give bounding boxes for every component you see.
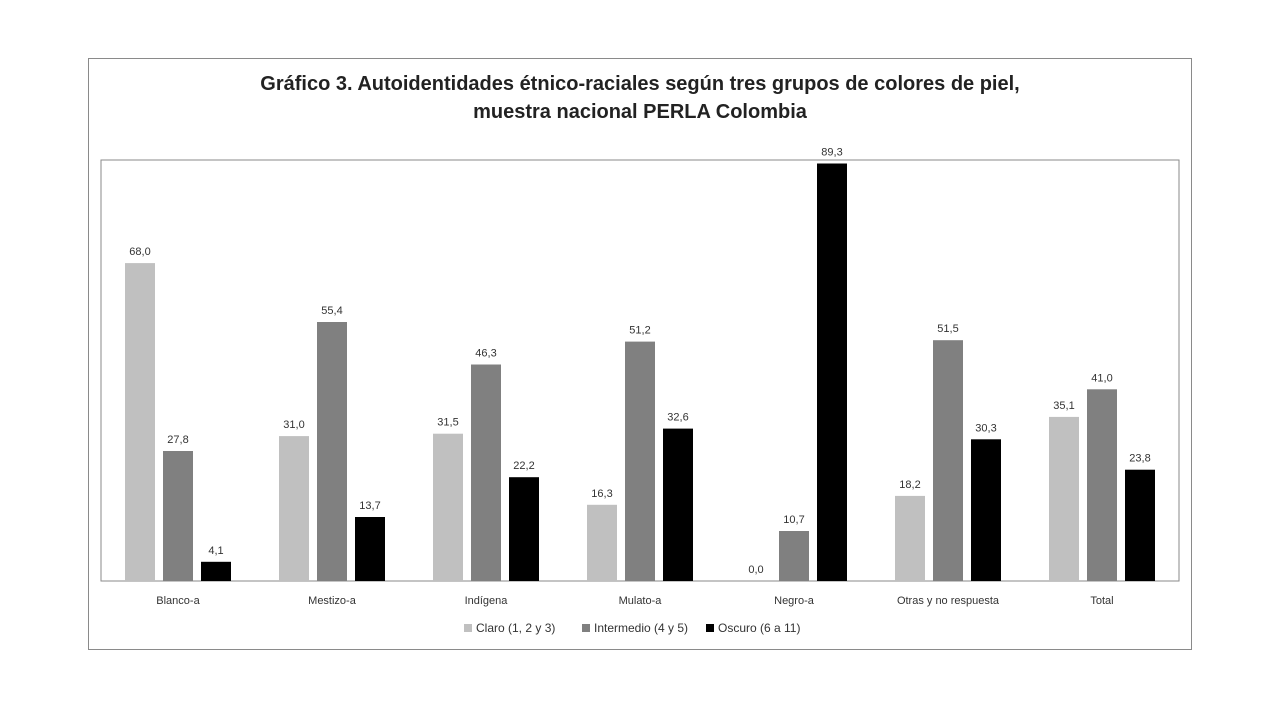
data-label: 68,0 — [129, 246, 150, 258]
x-tick-label: Total — [1090, 595, 1113, 607]
chart-title-line1: Gráfico 3. Autoidentidades étnico-racial… — [260, 73, 1020, 95]
bars-group — [125, 163, 1155, 581]
chart-title: Gráfico 3. Autoidentidades étnico-racial… — [88, 70, 1192, 126]
bar-ind-gena-1 — [433, 433, 463, 581]
bar-otras-y-no-respuesta-2 — [933, 340, 963, 581]
data-label: 13,7 — [359, 500, 380, 512]
bar-mestizo-a-3 — [355, 517, 385, 581]
bar-blanco-a-2 — [163, 451, 193, 581]
x-tick-label: Indígena — [465, 595, 509, 607]
data-label: 41,0 — [1091, 372, 1112, 384]
bar-negro-a-3 — [817, 163, 847, 581]
x-tick-label: Blanco-a — [156, 595, 200, 607]
legend-swatch — [464, 624, 472, 632]
x-tick-label: Negro-a — [774, 595, 815, 607]
legend-label: Oscuro (6 a 11) — [718, 621, 800, 635]
bar-mestizo-a-1 — [279, 436, 309, 581]
legend-label: Claro (1, 2 y 3) — [476, 621, 555, 635]
data-label: 18,2 — [899, 479, 920, 491]
legend: Claro (1, 2 y 3) Intermedio (4 y 5) Oscuro… — [464, 621, 800, 635]
data-label: 16,3 — [591, 488, 612, 500]
data-label: 51,2 — [629, 325, 650, 337]
legend-label: Intermedio (4 y 5) — [594, 621, 688, 635]
bar-mulato-a-3 — [663, 428, 693, 581]
data-label: 55,4 — [321, 305, 342, 317]
bar-total-3 — [1125, 469, 1155, 581]
bar-mulato-a-1 — [587, 504, 617, 581]
x-tick-label: Mestizo-a — [308, 595, 357, 607]
data-labels-group: 68,0 27,8 4,1 31,0 55,4 13,7 31,5 46,3 22,2 16,3 5… — [129, 147, 1150, 577]
chart-title-line2: muestra nacional PERLA Colombia — [473, 101, 807, 123]
data-label: 0,0 — [748, 564, 763, 576]
data-label: 10,7 — [783, 514, 804, 526]
data-label: 46,3 — [475, 348, 496, 360]
data-label: 31,0 — [283, 419, 304, 431]
legend-swatch — [582, 624, 590, 632]
data-label: 32,6 — [667, 412, 688, 424]
x-tick-label: Otras y no respuesta — [897, 595, 1000, 607]
bar-blanco-a-3 — [201, 561, 231, 581]
data-label: 30,3 — [975, 422, 996, 434]
data-label: 35,1 — [1053, 400, 1074, 412]
bar-ind-gena-3 — [509, 477, 539, 581]
bar-ind-gena-2 — [471, 364, 501, 581]
data-label: 27,8 — [167, 434, 188, 446]
bar-negro-a-2 — [779, 531, 809, 581]
data-label: 89,3 — [821, 147, 842, 159]
x-tick-labels: Blanco-a Mestizo-a Indígena Mulato-a Negro-a… — [156, 595, 1113, 607]
bar-total-1 — [1049, 416, 1079, 581]
bar-total-2 — [1087, 389, 1117, 581]
data-label: 31,5 — [437, 417, 458, 429]
data-label: 23,8 — [1129, 453, 1150, 465]
bar-mulato-a-2 — [625, 341, 655, 581]
x-tick-label: Mulato-a — [619, 595, 663, 607]
legend-swatch — [706, 624, 714, 632]
data-label: 51,5 — [937, 323, 958, 335]
bar-mestizo-a-2 — [317, 322, 347, 581]
data-label: 22,2 — [513, 460, 534, 472]
bar-blanco-a-1 — [125, 263, 155, 581]
data-label: 4,1 — [208, 545, 223, 557]
bar-otras-y-no-respuesta-3 — [971, 439, 1001, 581]
bar-otras-y-no-respuesta-1 — [895, 495, 925, 581]
